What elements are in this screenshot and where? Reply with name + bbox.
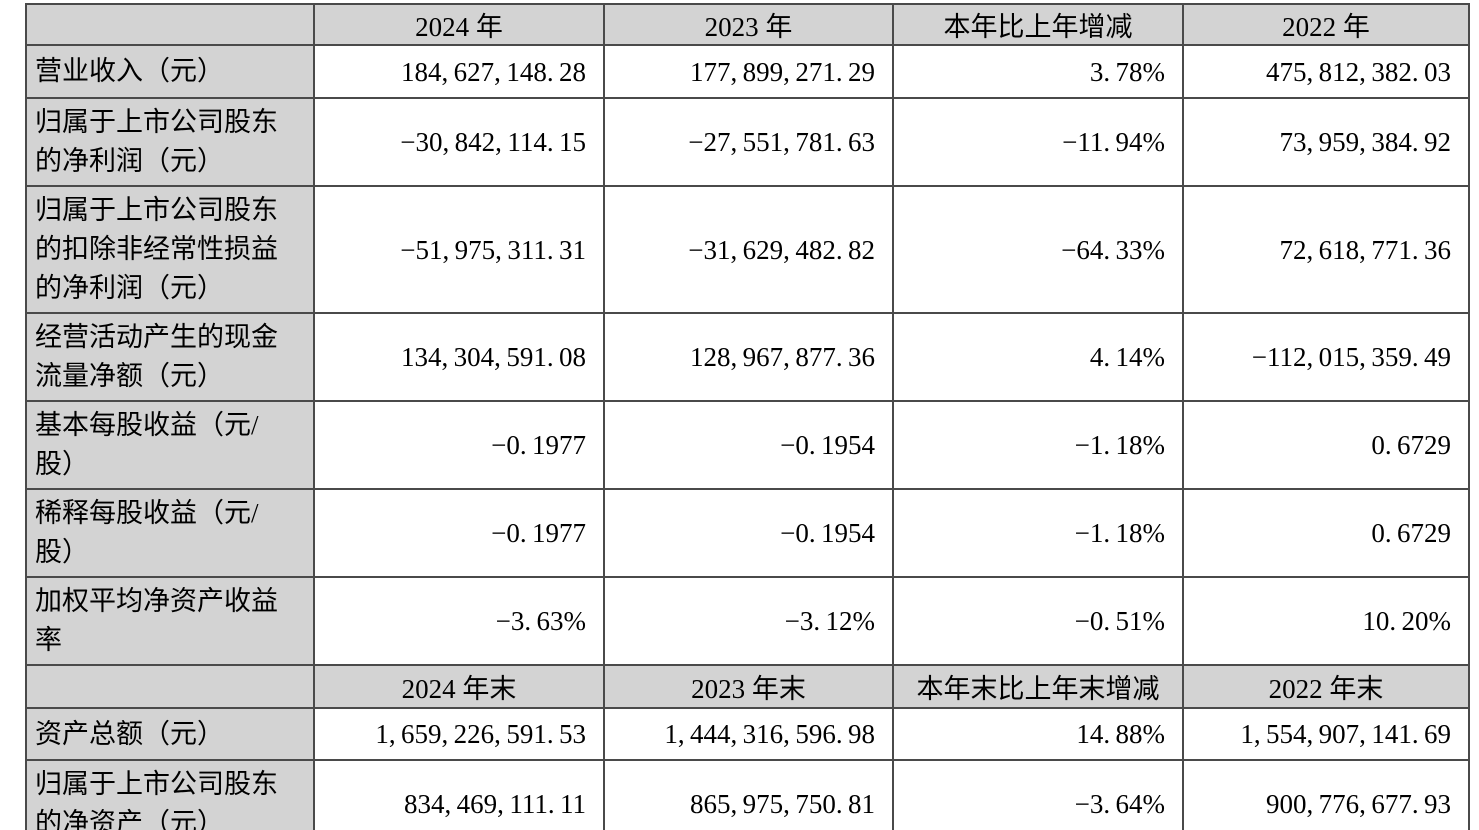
table-row-operating-cash-flow: 经营活动产生的现金流量净额（元） 134, 304, 591. 08 128, … xyxy=(25,312,1470,402)
table-row-diluted-eps: 稀释每股收益（元/股） −0. 1977 −0. 1954 −1. 18% 0.… xyxy=(25,488,1470,578)
value-2022: 73, 959, 384. 92 xyxy=(1182,97,1470,187)
value-2024: −51, 975, 311. 31 xyxy=(313,185,605,314)
value-2023: 128, 967, 877. 36 xyxy=(603,312,894,402)
value-2024: −3. 63% xyxy=(313,576,605,666)
value-2024: 184, 627, 148. 28 xyxy=(313,44,605,99)
column-header-yoy-change: 本年比上年增减 xyxy=(892,3,1184,46)
value-eop-change: 14. 88% xyxy=(892,707,1184,761)
value-2022: −112, 015, 359. 49 xyxy=(1182,312,1470,402)
value-2023-end: 1, 444, 316, 596. 98 xyxy=(603,707,894,761)
metric-label: 归属于上市公司股东的净利润（元） xyxy=(25,97,315,187)
value-2022: 0. 6729 xyxy=(1182,400,1470,490)
value-yoy-change: −64. 33% xyxy=(892,185,1184,314)
metric-label: 经营活动产生的现金流量净额（元） xyxy=(25,312,315,402)
value-2024: −0. 1977 xyxy=(313,488,605,578)
corner-header-cell xyxy=(25,3,315,46)
corner-header-cell xyxy=(25,664,315,709)
table-row-basic-eps: 基本每股收益（元/股） −0. 1977 −0. 1954 −1. 18% 0.… xyxy=(25,400,1470,490)
value-2022: 72, 618, 771. 36 xyxy=(1182,185,1470,314)
value-yoy-change: −0. 51% xyxy=(892,576,1184,666)
financial-summary-table: 2024 年 2023 年 本年比上年增减 2022 年 营业收入（元） 184… xyxy=(25,3,1470,830)
table-row-operating-revenue: 营业收入（元） 184, 627, 148. 28 177, 899, 271.… xyxy=(25,44,1470,99)
column-header-2024-end: 2024 年末 xyxy=(313,664,605,709)
metric-label: 资产总额（元） xyxy=(25,707,315,761)
value-yoy-change: −1. 18% xyxy=(892,488,1184,578)
table-row-net-profit: 归属于上市公司股东的净利润（元） −30, 842, 114. 15 −27, … xyxy=(25,97,1470,187)
value-2023: −3. 12% xyxy=(603,576,894,666)
value-2022: 10. 20% xyxy=(1182,576,1470,666)
column-header-2022-end: 2022 年末 xyxy=(1182,664,1470,709)
value-2023: −31, 629, 482. 82 xyxy=(603,185,894,314)
end-of-period-header-row: 2024 年末 2023 年末 本年末比上年末增减 2022 年末 xyxy=(25,664,1470,709)
value-2023: 177, 899, 271. 29 xyxy=(603,44,894,99)
column-header-2022: 2022 年 xyxy=(1182,3,1470,46)
column-header-2023: 2023 年 xyxy=(603,3,894,46)
column-header-2023-end: 2023 年末 xyxy=(603,664,894,709)
metric-label: 归属于上市公司股东的净资产（元） xyxy=(25,759,315,830)
value-2023-end: 865, 975, 750. 81 xyxy=(603,759,894,830)
metric-label: 稀释每股收益（元/股） xyxy=(25,488,315,578)
column-header-eop-change: 本年末比上年末增减 xyxy=(892,664,1184,709)
value-2023: −0. 1954 xyxy=(603,488,894,578)
value-yoy-change: 3. 78% xyxy=(892,44,1184,99)
table-row-net-profit-excl-nonrecurring: 归属于上市公司股东的扣除非经常性损益的净利润（元） −51, 975, 311.… xyxy=(25,185,1470,314)
table-row-weighted-avg-roe: 加权平均净资产收益率 −3. 63% −3. 12% −0. 51% 10. 2… xyxy=(25,576,1470,666)
metric-label: 归属于上市公司股东的扣除非经常性损益的净利润（元） xyxy=(25,185,315,314)
table-row-total-assets: 资产总额（元） 1, 659, 226, 591. 53 1, 444, 316… xyxy=(25,707,1470,761)
metric-label: 加权平均净资产收益率 xyxy=(25,576,315,666)
value-2022: 475, 812, 382. 03 xyxy=(1182,44,1470,99)
metric-label: 基本每股收益（元/股） xyxy=(25,400,315,490)
value-yoy-change: −1. 18% xyxy=(892,400,1184,490)
value-yoy-change: −11. 94% xyxy=(892,97,1184,187)
value-2024: −0. 1977 xyxy=(313,400,605,490)
column-header-2024: 2024 年 xyxy=(313,3,605,46)
value-2024-end: 1, 659, 226, 591. 53 xyxy=(313,707,605,761)
annual-header-row: 2024 年 2023 年 本年比上年增减 2022 年 xyxy=(25,3,1470,46)
value-2022-end: 900, 776, 677. 93 xyxy=(1182,759,1470,830)
value-2023: −0. 1954 xyxy=(603,400,894,490)
value-yoy-change: 4. 14% xyxy=(892,312,1184,402)
value-2024: 134, 304, 591. 08 xyxy=(313,312,605,402)
value-2022: 0. 6729 xyxy=(1182,488,1470,578)
value-2024-end: 834, 469, 111. 11 xyxy=(313,759,605,830)
table-row-net-assets: 归属于上市公司股东的净资产（元） 834, 469, 111. 11 865, … xyxy=(25,759,1470,830)
value-2023: −27, 551, 781. 63 xyxy=(603,97,894,187)
value-2024: −30, 842, 114. 15 xyxy=(313,97,605,187)
metric-label: 营业收入（元） xyxy=(25,44,315,99)
value-eop-change: −3. 64% xyxy=(892,759,1184,830)
value-2022-end: 1, 554, 907, 141. 69 xyxy=(1182,707,1470,761)
